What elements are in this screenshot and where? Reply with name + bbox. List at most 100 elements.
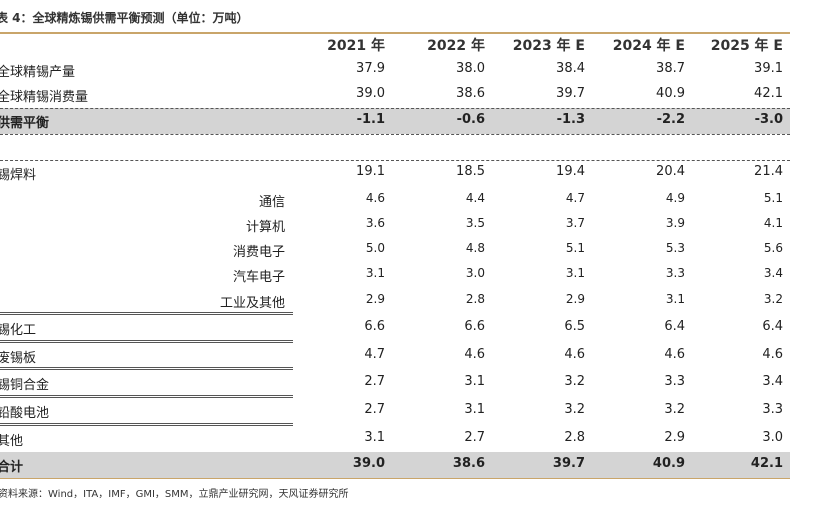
cell-value: 3.4: [763, 266, 783, 280]
cell-value: 3.1: [364, 430, 385, 445]
cell-value: 20.4: [656, 164, 685, 179]
cell-value: -2.2: [656, 112, 685, 127]
cell-value: 3.2: [564, 402, 585, 417]
row-label: 锡铜合金: [0, 378, 50, 393]
cell-value: 38.6: [452, 456, 485, 471]
cell-value: 5.1: [565, 241, 585, 255]
divider: [0, 108, 790, 109]
cell-value: 3.1: [365, 266, 385, 280]
cell-value: 39.0: [356, 86, 385, 101]
row-band: [0, 108, 790, 134]
title-rule: [0, 32, 790, 34]
cell-value: 6.6: [364, 319, 385, 334]
cell-value: 4.1: [763, 216, 783, 230]
cell-value: 21.4: [754, 164, 783, 179]
cell-value: 3.1: [464, 374, 485, 389]
cell-value: 3.3: [664, 374, 685, 389]
cell-value: 4.6: [762, 347, 783, 362]
cell-value: 4.4: [465, 191, 485, 205]
bottom-rule: [0, 478, 790, 479]
cell-value: 38.0: [456, 61, 485, 76]
cell-value: 3.1: [565, 266, 585, 280]
row-label: 消费电子: [232, 245, 285, 260]
cell-value: 6.5: [564, 319, 585, 334]
cell-value: 18.5: [456, 164, 485, 179]
cell-value: 2.9: [565, 292, 585, 306]
cell-value: 4.7: [364, 347, 385, 362]
cell-value: 3.7: [565, 216, 585, 230]
cell-value: 38.6: [456, 86, 485, 101]
cell-value: 3.1: [665, 292, 685, 306]
cell-value: 3.2: [763, 292, 783, 306]
row-label: 铅酸电池: [0, 406, 50, 421]
cell-value: 3.3: [665, 266, 685, 280]
cell-value: 6.4: [664, 319, 685, 334]
divider: [0, 160, 790, 161]
cell-value: 42.1: [754, 86, 783, 101]
cell-value: 5.3: [665, 241, 685, 255]
cell-value: 6.6: [464, 319, 485, 334]
cell-value: 39.1: [754, 61, 783, 76]
divider: [0, 423, 293, 426]
cell-value: 2.9: [664, 430, 685, 445]
cell-value: 3.6: [365, 216, 385, 230]
cell-value: 3.1: [464, 402, 485, 417]
cell-value: 3.2: [564, 374, 585, 389]
row-band: [0, 452, 790, 478]
cell-value: 39.7: [552, 456, 585, 471]
column-header: 2025 年 E: [710, 38, 783, 54]
cell-value: 37.9: [356, 61, 385, 76]
column-header: 2023 年 E: [512, 38, 585, 54]
column-header: 2024 年 E: [612, 38, 685, 54]
cell-value: 3.3: [762, 402, 783, 417]
cell-value: 39.0: [352, 456, 385, 471]
row-label: 通信: [258, 195, 285, 210]
cell-value: -1.3: [556, 112, 585, 127]
cell-value: 42.1: [750, 456, 783, 471]
column-header: 2021 年: [327, 38, 385, 54]
row-label: 汽车电子: [232, 270, 285, 285]
row-label: 全球精锡消费量: [0, 90, 89, 105]
source-note: 资料来源：Wind，ITA，IMF，GMI，SMM，立鼎产业研究网，天风证券研究…: [0, 489, 349, 500]
row-label: 其他: [0, 434, 24, 449]
cell-value: 4.6: [664, 347, 685, 362]
cell-value: 4.9: [665, 191, 685, 205]
cell-value: 2.9: [365, 292, 385, 306]
divider: [0, 134, 790, 135]
cell-value: 39.7: [556, 86, 585, 101]
divider: [0, 395, 293, 398]
cell-value: 19.4: [556, 164, 585, 179]
cell-value: 4.8: [465, 241, 485, 255]
cell-value: 40.9: [656, 86, 685, 101]
cell-value: -0.6: [456, 112, 485, 127]
cell-value: 40.9: [652, 456, 685, 471]
cell-value: -1.1: [356, 112, 385, 127]
row-label: 供需平衡: [0, 116, 50, 131]
cell-value: 6.4: [762, 319, 783, 334]
row-label: 锡焊料: [0, 168, 37, 183]
cell-value: 19.1: [356, 164, 385, 179]
row-label: 合计: [0, 460, 24, 475]
cell-value: 3.0: [762, 430, 783, 445]
divider: [0, 340, 293, 343]
cell-value: 3.4: [762, 374, 783, 389]
divider: [0, 312, 293, 315]
cell-value: 3.9: [665, 216, 685, 230]
divider: [0, 367, 293, 370]
cell-value: 4.7: [565, 191, 585, 205]
cell-value: 38.7: [656, 61, 685, 76]
row-label: 全球精锡产量: [0, 65, 76, 80]
cell-value: 5.6: [763, 241, 783, 255]
cell-value: 4.6: [365, 191, 385, 205]
column-header: 2022 年: [427, 38, 485, 54]
cell-value: 3.0: [465, 266, 485, 280]
cell-value: 38.4: [556, 61, 585, 76]
cell-value: 4.6: [464, 347, 485, 362]
row-label: 工业及其他: [219, 296, 285, 311]
cell-value: 4.6: [564, 347, 585, 362]
cell-value: 5.1: [763, 191, 783, 205]
row-label: 废锡板: [0, 351, 37, 366]
row-label: 锡化工: [0, 323, 37, 338]
cell-value: 5.0: [365, 241, 385, 255]
